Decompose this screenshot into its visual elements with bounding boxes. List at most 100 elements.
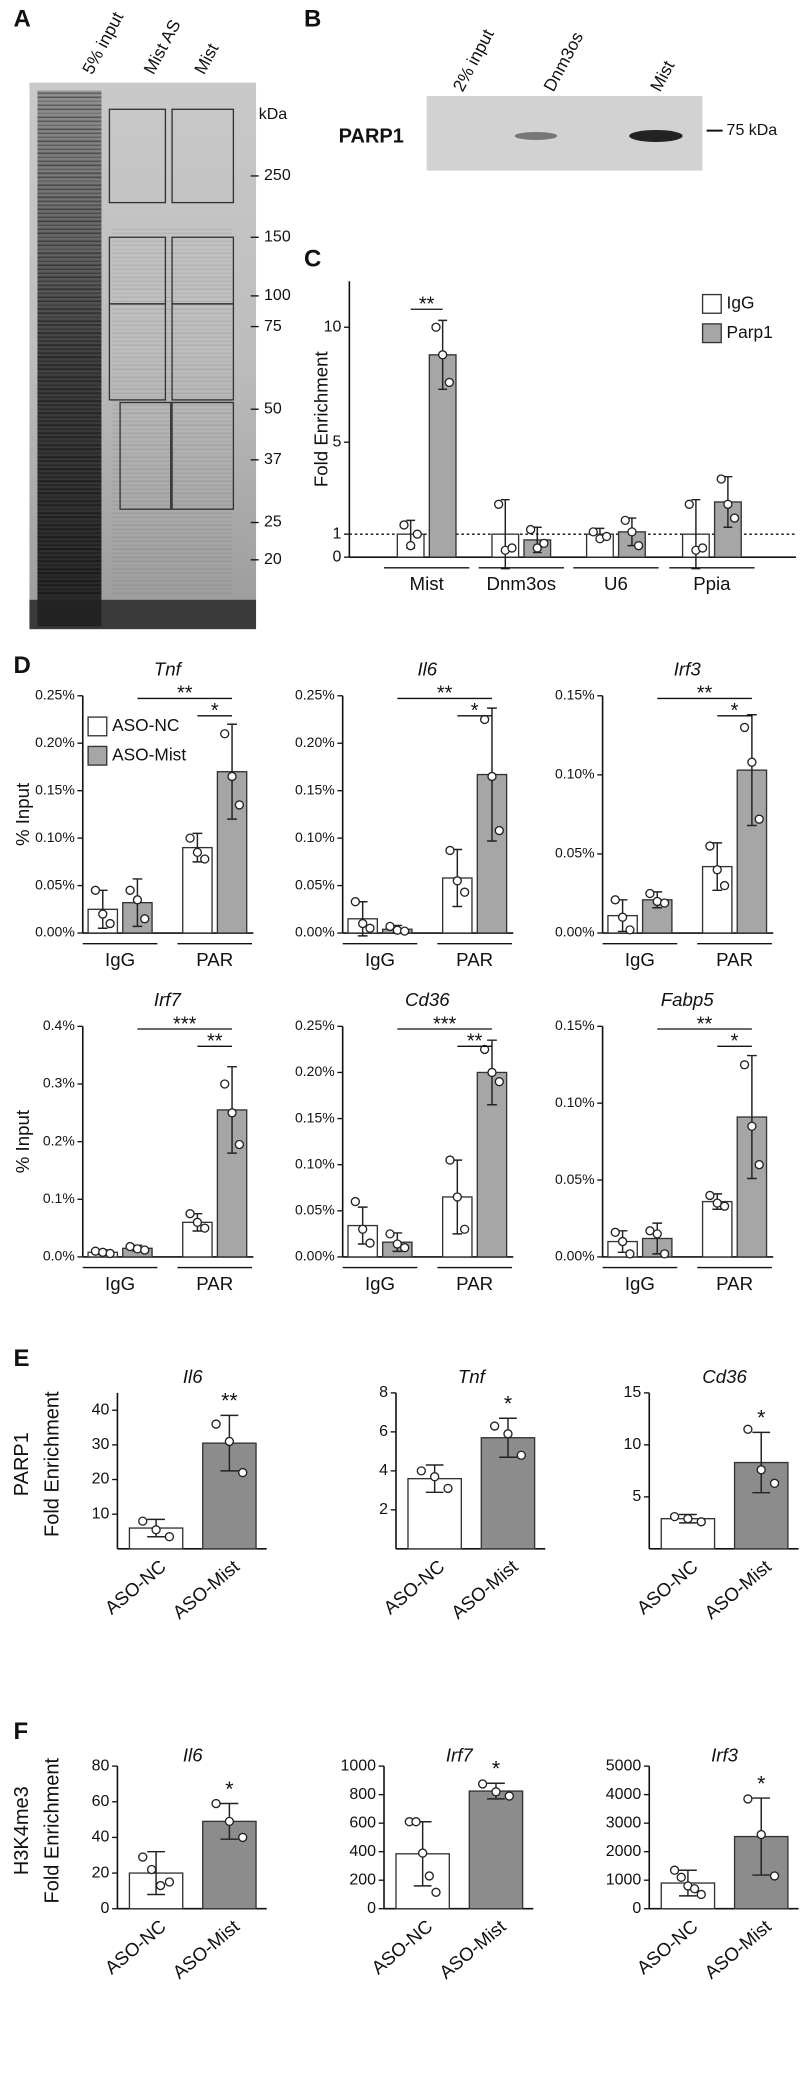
data-point <box>445 845 455 856</box>
data-point <box>723 499 733 509</box>
data-point <box>705 1190 715 1201</box>
x-tick-label: IgG <box>625 949 655 970</box>
x-tick-label: Ppia <box>693 573 731 594</box>
y-tick-label: 3000 <box>606 1814 642 1831</box>
x-tick-label: ASO-Mist <box>700 1555 775 1623</box>
y-tick-label: 8 <box>379 1384 388 1401</box>
data-point <box>211 1798 221 1809</box>
data-point <box>610 895 620 905</box>
data-point <box>424 1871 434 1881</box>
x-tick-label: Dnm3os <box>487 573 556 594</box>
data-point <box>437 350 448 360</box>
gels <box>29 82 723 630</box>
error-bar <box>746 714 757 827</box>
data-point <box>617 1236 628 1247</box>
data-point <box>200 854 210 864</box>
data-point <box>625 925 635 935</box>
data-point <box>610 1227 620 1238</box>
y-tick-label: 1000 <box>606 1871 642 1888</box>
data-point <box>754 814 764 824</box>
marker-label: 250 <box>264 167 291 184</box>
data-point <box>729 513 740 523</box>
panel-label: D <box>13 652 30 679</box>
y-tick-label: 0.00% <box>555 1248 595 1264</box>
error-bar <box>752 1431 771 1494</box>
x-tick-label: ASO-Mist <box>447 1555 522 1623</box>
data-point <box>132 895 143 905</box>
data-point <box>459 1224 470 1234</box>
data-point <box>627 527 637 537</box>
gel-a-front <box>29 599 257 630</box>
data-point <box>445 1155 455 1165</box>
data-point <box>238 1832 248 1843</box>
gel-a-boxes <box>108 108 235 510</box>
data-point <box>185 1209 195 1219</box>
y-tick-label: 5 <box>632 1488 641 1505</box>
y-tick-label: 15 <box>623 1384 641 1401</box>
x-tick-label: PAR <box>196 1273 233 1294</box>
error-bar <box>227 723 237 820</box>
y-tick-label: 0.15% <box>35 781 75 797</box>
y-tick-label: 800 <box>349 1786 376 1803</box>
y-tick-label: 0.0% <box>43 1248 75 1264</box>
data-point <box>234 1139 245 1150</box>
y-tick-label: 2 <box>379 1501 388 1518</box>
marker-label: 25 <box>264 514 282 531</box>
significance-label: * <box>731 1031 739 1053</box>
data-point <box>399 520 409 530</box>
y-tick-label: 0.20% <box>295 1063 335 1079</box>
data-point <box>138 1852 148 1862</box>
data-point <box>676 1872 686 1883</box>
panel-label: F <box>13 1718 28 1745</box>
data-point <box>625 1249 635 1259</box>
bar <box>713 501 742 558</box>
y-tick-label: 10 <box>623 1436 641 1453</box>
data-point <box>98 1247 108 1257</box>
data-point <box>504 1791 514 1801</box>
data-point <box>487 1067 497 1078</box>
y-tick-label: 0.00% <box>555 924 595 940</box>
error-bar <box>192 832 203 863</box>
significance-label: ** <box>697 1013 713 1035</box>
data-point <box>443 1483 453 1494</box>
data-point <box>479 714 490 725</box>
data-point <box>633 540 644 551</box>
data-point <box>659 1249 670 1259</box>
data-point <box>459 887 470 897</box>
x-tick-label: ASO-NC <box>633 1556 702 1619</box>
marker-label: 75 kDa <box>727 122 778 139</box>
data-point <box>689 1884 700 1894</box>
y-tick-label: 1 <box>332 525 341 542</box>
data-point <box>754 1160 764 1170</box>
significance-label: * <box>731 700 739 722</box>
bar <box>701 1200 733 1258</box>
data-point <box>532 543 542 553</box>
x-tick-label: PAR <box>716 949 753 970</box>
data-point <box>525 524 536 535</box>
data-point <box>164 1532 175 1542</box>
significance-label: * <box>211 700 219 722</box>
y-tick-label: 0.20% <box>295 734 335 750</box>
data-point <box>769 1478 780 1489</box>
significance-label: ** <box>207 1031 223 1053</box>
data-point <box>358 918 368 929</box>
x-tick-label: ASO-Mist <box>168 1555 243 1623</box>
y-axis-label: Fold Enrichment <box>311 350 332 487</box>
data-point <box>756 1829 766 1840</box>
data-point <box>683 1514 693 1524</box>
data-point <box>155 1880 166 1891</box>
data-point <box>697 543 708 553</box>
data-point <box>769 1871 780 1881</box>
y-axis-label: PARP1 <box>11 1432 33 1496</box>
y-tick-label: 200 <box>349 1871 376 1888</box>
y-tick-label: 1000 <box>340 1757 376 1774</box>
significance-label: ** <box>419 294 435 316</box>
data-point <box>696 1517 706 1527</box>
y-tick-label: 0 <box>367 1900 376 1917</box>
data-point <box>493 499 504 509</box>
data-point <box>224 1816 235 1827</box>
chart-title: Il6 <box>183 1745 203 1766</box>
y-tick-label: 40 <box>92 1829 110 1846</box>
significance-label: ** <box>697 683 713 705</box>
